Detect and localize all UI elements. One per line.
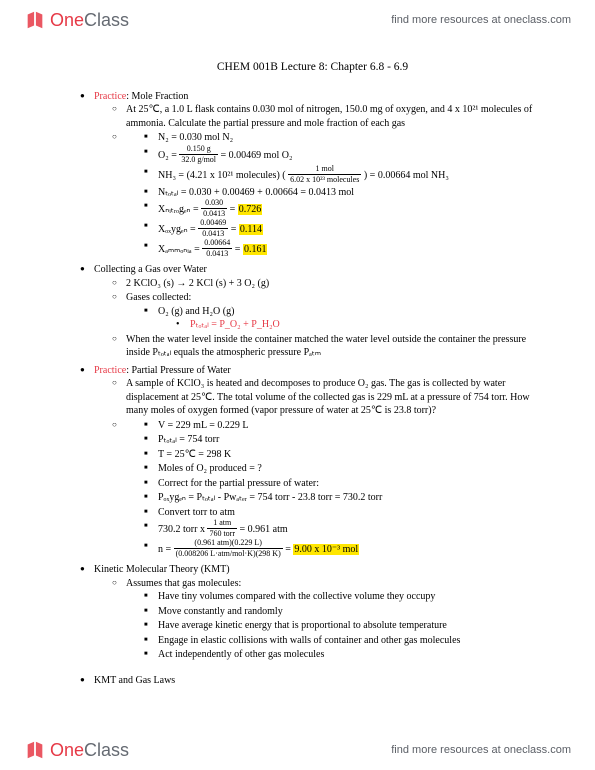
site-logo[interactable]: OneClass — [24, 9, 129, 31]
section-partial-pressure: Practice: Partial Pressure of Water A sa… — [80, 364, 545, 560]
calc-xa: Xₐₘₘₒₙᵢₐ = 0.006640.0413 = 0.161 — [144, 240, 545, 259]
section-mole-fraction: Practice: Mole Fraction At 25℃, a 1.0 L … — [80, 90, 545, 260]
given-moles: Moles of O₂ produced = ? — [144, 462, 545, 476]
site-logo[interactable]: OneClass — [24, 739, 129, 761]
calc-xn: Xₙᵢₜᵣₒgₑₙ = 0.0300.0413 = 0.726 — [144, 200, 545, 219]
logo-one: One — [50, 740, 84, 760]
calc-ntotal: Nₜₒₜₐₗ = 0.030 + 0.00469 + 0.00664 = 0.0… — [144, 186, 545, 200]
convert-note: Convert torr to atm — [144, 506, 545, 520]
resources-link[interactable]: find more resources at oneclass.com — [391, 14, 571, 26]
heading-text: : Partial Pressure of Water — [126, 365, 231, 376]
result-xn: 0.726 — [238, 204, 263, 215]
calc-convert: 730.2 torr x 1 atm760 torr = 0.961 atm — [144, 520, 545, 539]
logo-class: Class — [84, 740, 129, 760]
problem-prompt: A sample of KClO₃ is heated and decompos… — [112, 377, 545, 418]
heading-text: : Mole Fraction — [126, 91, 188, 102]
reaction: 2 KClO₃ (s) → 2 KCl (s) + 3 O₂ (g) — [112, 277, 545, 291]
kmt-a4: Engage in elastic collisions with walls … — [144, 634, 545, 648]
ptotal-eqn: Pₜₒₜₐₗ = P_O₂ + P_H₂O — [176, 318, 545, 332]
given-v: V = 229 mL = 0.229 L — [144, 419, 545, 433]
calc-o2: O₂ = 0.150 g32.0 g/mol = 0.00469 mol O₂ — [144, 146, 545, 165]
practice-label: Practice — [94, 91, 126, 102]
result-n: 9.00 x 10⁻³ mol — [293, 544, 359, 555]
given-t: T = 25℃ = 298 K — [144, 448, 545, 462]
kmt-a5: Act independently of other gas molecules — [144, 648, 545, 662]
result-xa: 0.161 — [243, 244, 268, 255]
calc-n: n = (0.961 atm)(0.229 L)(0.008206 L·atm/… — [144, 540, 545, 559]
section-kmt: Kinetic Molecular Theory (KMT) Assumes t… — [80, 563, 545, 662]
kmt-a2: Move constantly and randomly — [144, 605, 545, 619]
correct-note: Correct for the partial pressure of wate… — [144, 477, 545, 491]
given-p: Pₜₒₜₐₗ = 754 torr — [144, 433, 545, 447]
document-body: CHEM 001B Lecture 8: Chapter 6.8 - 6.9 P… — [80, 60, 545, 720]
section-gas-over-water: Collecting a Gas over Water 2 KClO₃ (s) … — [80, 263, 545, 360]
problem-prompt: At 25℃, a 1.0 L flask contains 0.030 mol… — [112, 103, 545, 130]
gases-collected: Gases collected: O₂ (g) and H₂O (g) Pₜₒₜ… — [112, 291, 545, 332]
logo-one: One — [50, 10, 84, 30]
logo-icon — [24, 9, 46, 31]
gases-list: O₂ (g) and H₂O (g) Pₜₒₜₐₗ = P_O₂ + P_H₂O — [144, 305, 545, 332]
page-title: CHEM 001B Lecture 8: Chapter 6.8 - 6.9 — [80, 60, 545, 76]
section-kmt-gas-laws: KMT and Gas Laws — [80, 674, 545, 688]
kmt-assumes: Assumes that gas molecules: Have tiny vo… — [112, 577, 545, 662]
logo-icon — [24, 739, 46, 761]
calc-n2: N₂ = 0.030 mol N₂ — [144, 131, 545, 145]
resources-link[interactable]: find more resources at oneclass.com — [391, 744, 571, 756]
result-xo: 0.114 — [239, 224, 263, 235]
practice-label: Practice — [94, 365, 126, 376]
logo-class: Class — [84, 10, 129, 30]
water-level-note: When the water level inside the containe… — [112, 333, 545, 360]
site-footer: OneClass find more resources at oneclass… — [0, 730, 595, 770]
kmt-a1: Have tiny volumes compared with the coll… — [144, 590, 545, 604]
calc-po2: Pₒₓygₑₙ = Pₜₒₜₐₗ - Pwₐₜₑᵣ = 754 torr - 2… — [144, 491, 545, 505]
calc-xo: Xₒₓygₑₙ = 0.004690.0413 = 0.114 — [144, 220, 545, 239]
site-header: OneClass find more resources at oneclass… — [0, 0, 595, 40]
calc-nh3: NH₃ = (4.21 x 10²¹ molecules) ( 1 mol6.0… — [144, 166, 545, 185]
kmt-a3: Have average kinetic energy that is prop… — [144, 619, 545, 633]
